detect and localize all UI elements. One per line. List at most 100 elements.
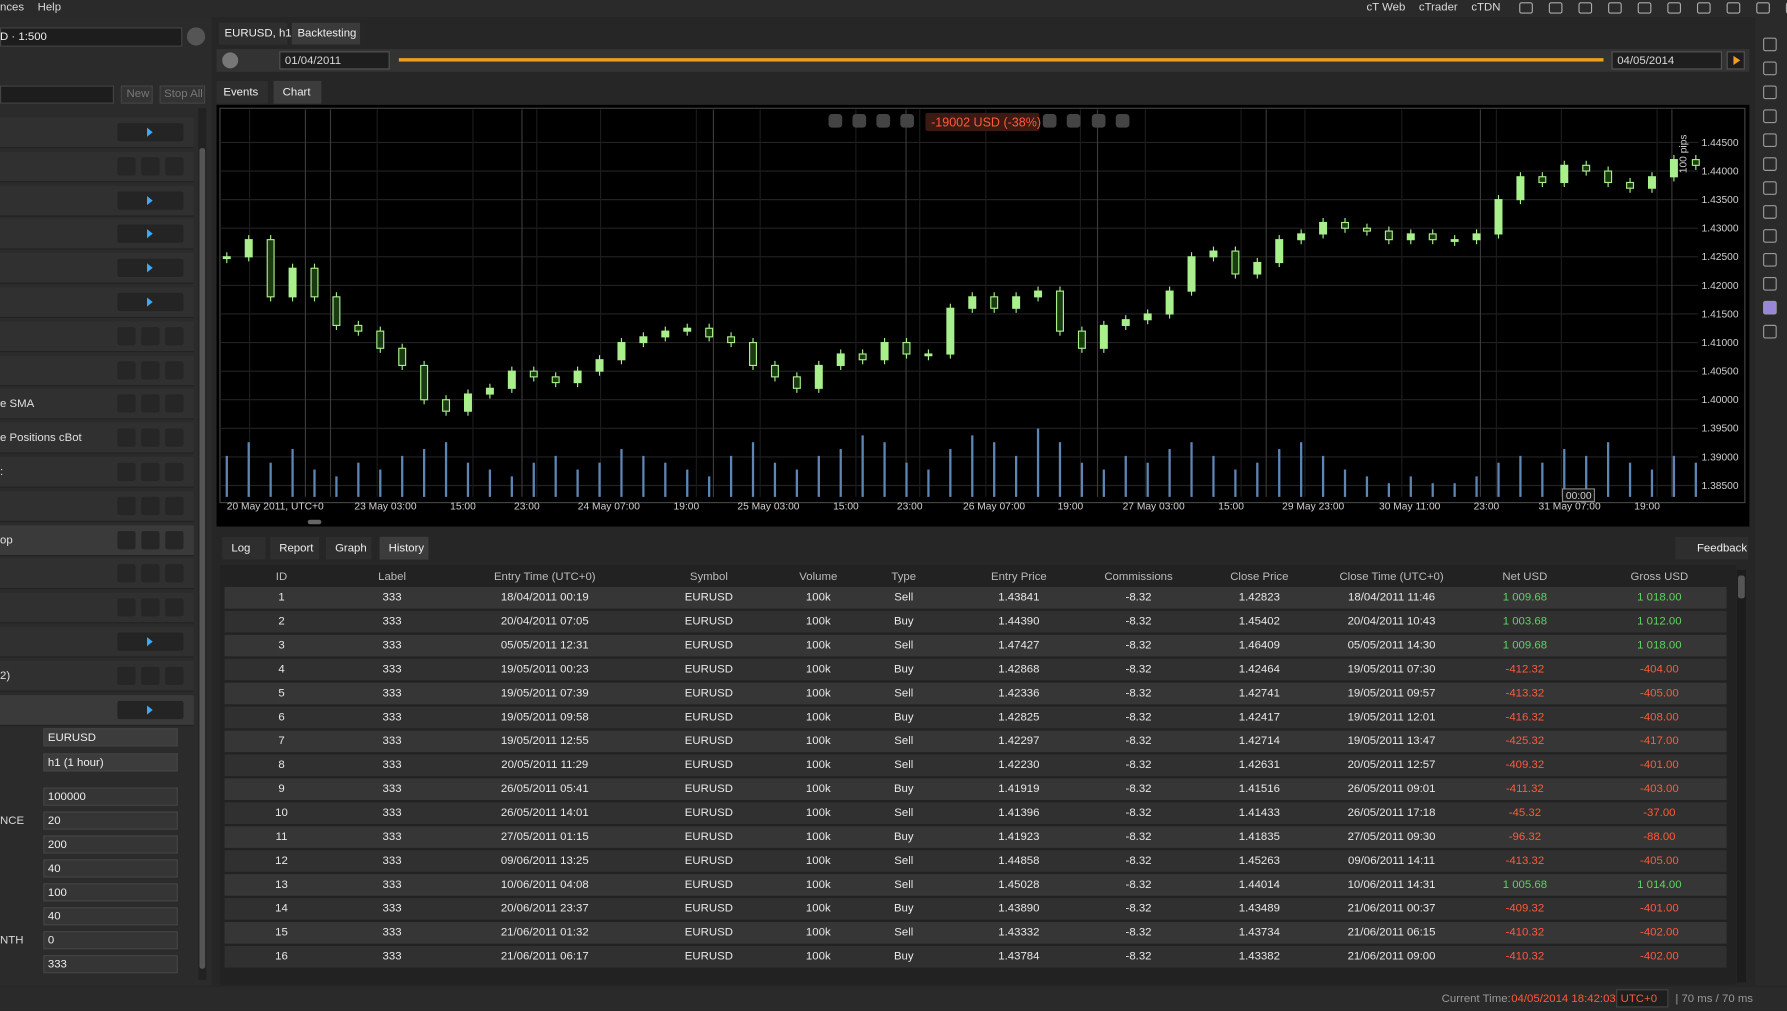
param-input[interactable] — [43, 955, 178, 974]
table-row[interactable] — [224, 850, 1727, 872]
top-icon[interactable] — [1667, 2, 1682, 14]
instance-icon[interactable] — [141, 666, 160, 685]
feedback-btn[interactable] — [1675, 536, 1749, 560]
bottom-tab[interactable] — [379, 536, 429, 560]
chart-tool-icon[interactable] — [828, 113, 843, 128]
top-link[interactable]: cTDN — [1471, 1, 1501, 14]
instance-icon[interactable] — [141, 530, 160, 549]
top-icon[interactable] — [1608, 2, 1622, 14]
table-row[interactable] — [224, 921, 1727, 944]
account-icon[interactable] — [186, 27, 206, 46]
column-header[interactable]: Close Price — [1230, 570, 1289, 584]
settings-icon[interactable] — [222, 52, 239, 69]
param-input[interactable] — [43, 931, 178, 950]
instance-icon[interactable] — [141, 394, 160, 414]
column-header[interactable]: Close Time (UTC+0) — [1339, 570, 1444, 584]
account-select[interactable] — [0, 27, 183, 47]
add-button[interactable] — [165, 326, 184, 346]
menu-item[interactable]: nces — [0, 1, 25, 14]
dropdown[interactable] — [117, 157, 136, 176]
chart-tool-icon[interactable] — [1115, 113, 1130, 128]
drawing-tool[interactable] — [1763, 300, 1777, 315]
menu-item[interactable]: Help — [37, 1, 62, 14]
instance-icon[interactable] — [141, 496, 160, 515]
column-header[interactable]: Entry Time (UTC+0) — [493, 570, 596, 584]
param-input[interactable] — [43, 883, 178, 902]
table-row[interactable] — [224, 874, 1727, 896]
add-button[interactable] — [165, 157, 184, 176]
bottom-tab[interactable] — [270, 536, 320, 560]
add-button[interactable] — [165, 360, 184, 380]
bot-row[interactable] — [0, 389, 194, 420]
bot-row[interactable] — [0, 524, 194, 556]
drawing-tool[interactable] — [1763, 85, 1777, 100]
top-link[interactable]: cTrader — [1418, 1, 1458, 14]
bot-row[interactable] — [0, 490, 194, 522]
param-input[interactable] — [43, 907, 178, 926]
bottom-tab[interactable] — [325, 536, 372, 560]
add-button[interactable] — [165, 394, 184, 414]
chart[interactable]: 1.44500 1.44000 1.43500 1.43000 1.42500 1.420… — [216, 104, 1750, 527]
table-row[interactable] — [224, 586, 1727, 609]
bot-row[interactable] — [0, 592, 194, 624]
tab[interactable] — [291, 22, 361, 45]
instance-icon[interactable] — [141, 598, 160, 617]
column-header[interactable]: Commissions — [1104, 570, 1173, 584]
column-header[interactable]: ID — [275, 570, 288, 584]
top-icon[interactable] — [1578, 2, 1593, 14]
add-button[interactable] — [165, 666, 184, 685]
view-tab[interactable] — [216, 80, 268, 104]
table-row[interactable] — [224, 658, 1727, 681]
new-btn[interactable] — [120, 85, 153, 104]
table-row[interactable] — [224, 826, 1727, 848]
dropdown[interactable] — [117, 564, 136, 583]
param-input[interactable] — [43, 835, 178, 854]
chart-tool-icon[interactable] — [852, 113, 867, 128]
instance-icon[interactable] — [141, 157, 160, 176]
dropdown[interactable] — [117, 666, 136, 685]
top-icon[interactable] — [1785, 2, 1787, 14]
column-header[interactable]: Volume — [799, 570, 838, 584]
top-icon[interactable] — [1637, 2, 1652, 14]
bottom-tab[interactable] — [222, 536, 266, 560]
bot-row[interactable] — [0, 558, 194, 590]
column-header[interactable]: Type — [891, 570, 917, 584]
bot-row[interactable] — [0, 321, 194, 352]
column-header[interactable]: Net USD — [1502, 570, 1548, 584]
table-row[interactable] — [224, 945, 1727, 968]
dropdown[interactable] — [117, 496, 136, 515]
table-row[interactable] — [224, 610, 1727, 633]
drawing-tool[interactable] — [1763, 276, 1777, 291]
column-header[interactable]: Label — [378, 570, 406, 584]
instance-icon[interactable] — [141, 462, 160, 481]
top-icon[interactable] — [1726, 2, 1741, 14]
param-input[interactable] — [43, 811, 178, 830]
dropdown[interactable] — [117, 326, 136, 346]
search-box[interactable] — [0, 85, 114, 104]
add-button[interactable] — [165, 598, 184, 617]
tz-select[interactable] — [1616, 989, 1669, 1008]
top-icon[interactable] — [1548, 2, 1563, 14]
column-header[interactable]: Symbol — [689, 570, 728, 584]
add-button[interactable] — [165, 564, 184, 583]
table-row[interactable] — [224, 778, 1727, 801]
drawing-tool[interactable] — [1763, 109, 1777, 124]
dropdown[interactable] — [117, 428, 136, 447]
drawing-tool[interactable] — [1763, 205, 1777, 219]
range-slider[interactable] — [398, 58, 1604, 62]
table-row[interactable] — [224, 898, 1727, 920]
start-date-box[interactable] — [279, 51, 390, 70]
instance-icon[interactable] — [141, 326, 160, 346]
chart-tool-icon[interactable] — [900, 113, 915, 128]
instance-icon[interactable] — [141, 360, 160, 380]
top-icon[interactable] — [1696, 2, 1711, 14]
dropdown[interactable] — [117, 598, 136, 617]
chart-tool-icon[interactable] — [1042, 113, 1057, 128]
top-icon[interactable] — [1756, 2, 1770, 14]
param-input[interactable] — [43, 787, 178, 806]
top-icon[interactable] — [1519, 2, 1533, 14]
dropdown[interactable] — [117, 394, 136, 414]
column-header[interactable]: Entry Price — [990, 570, 1047, 584]
add-button[interactable] — [165, 530, 184, 549]
bot-row[interactable] — [0, 151, 194, 183]
